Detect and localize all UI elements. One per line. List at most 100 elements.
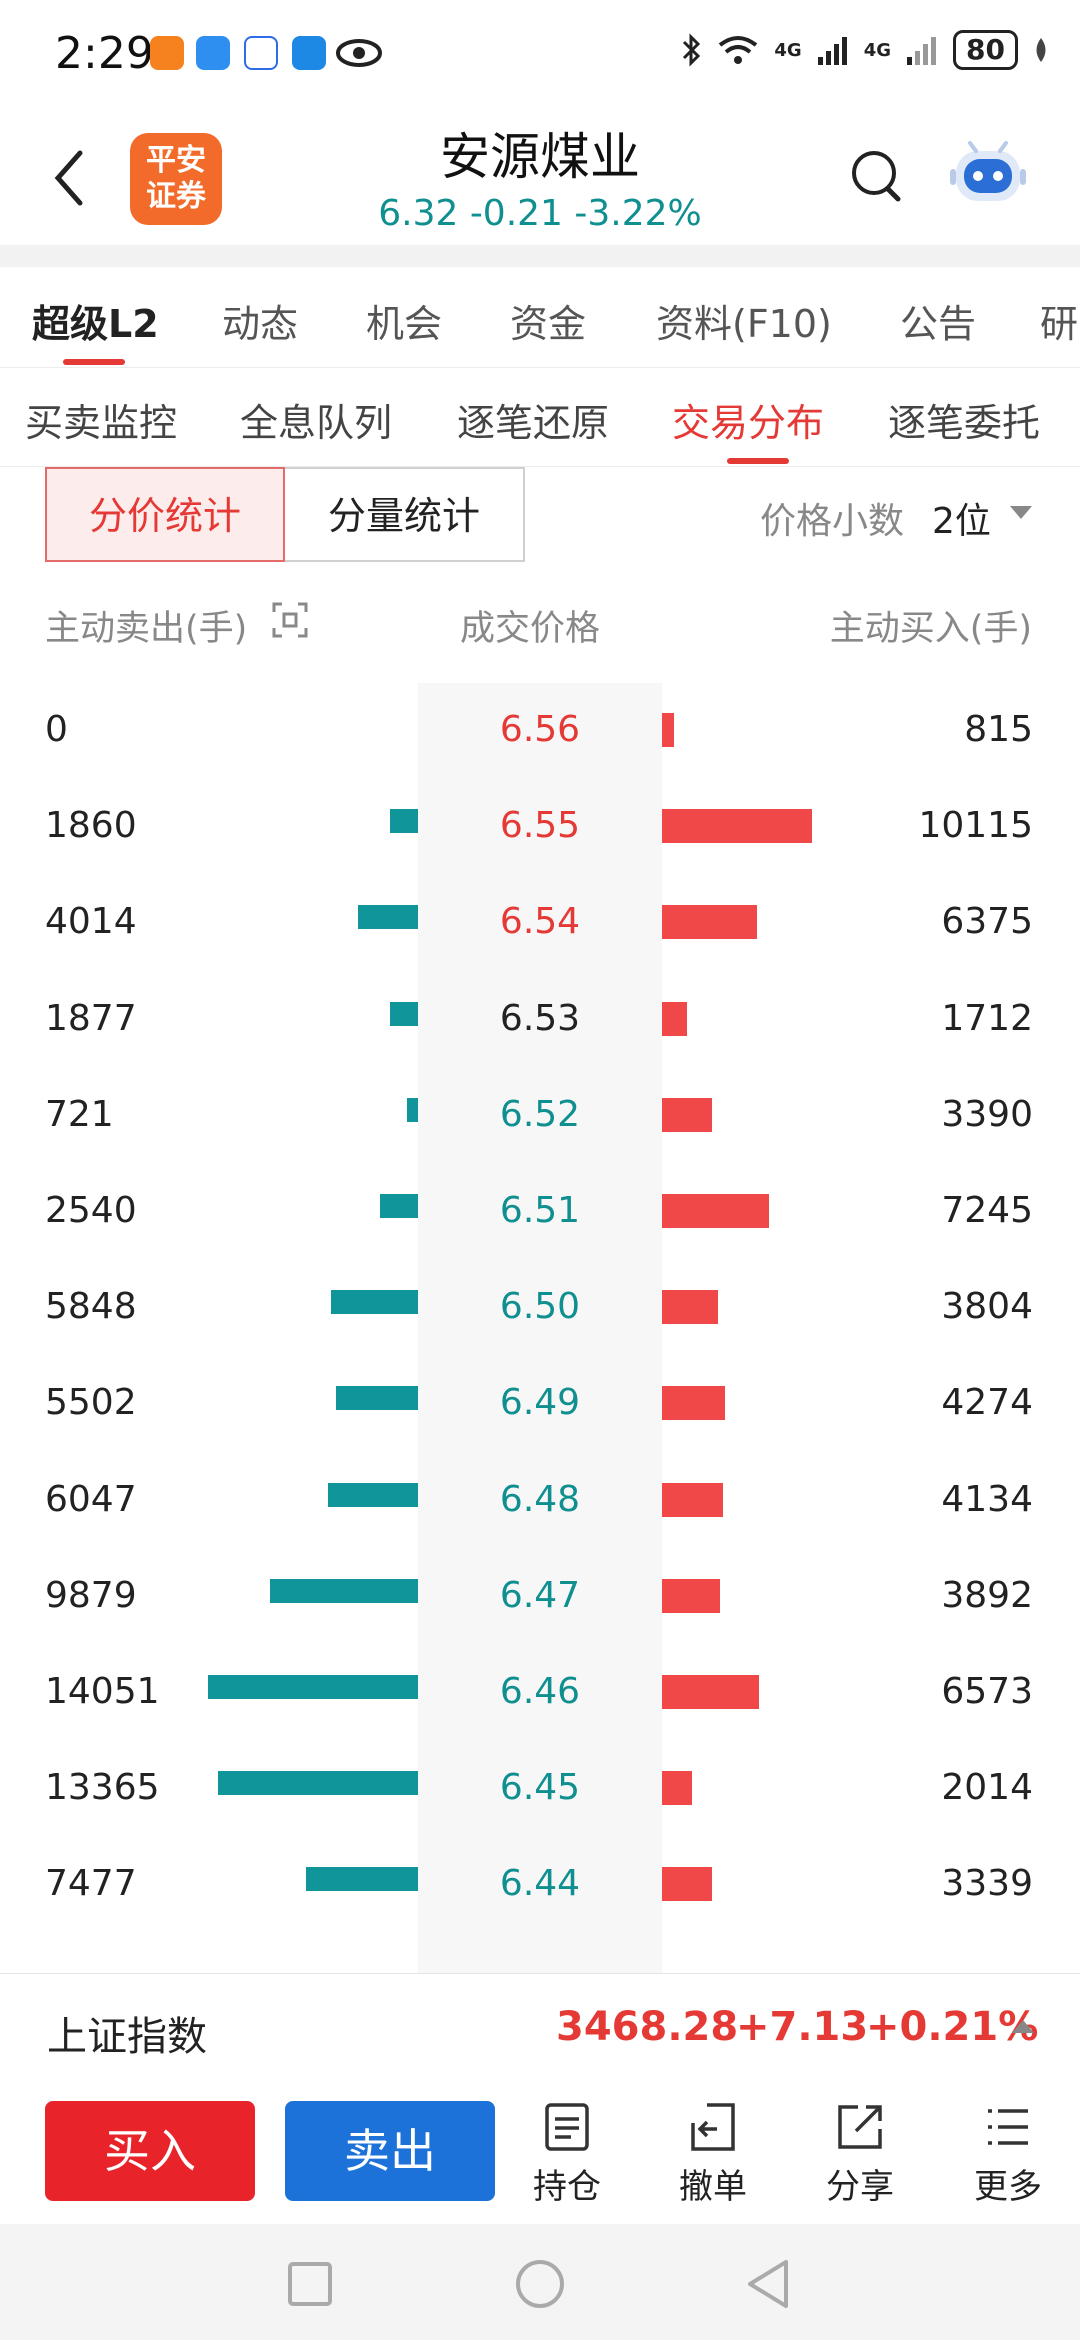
tab-opportunity[interactable]: 机会 [366,302,443,346]
sell-volume: 6047 [45,1478,137,1520]
more-menu-icon [988,2109,1028,2145]
tab-trade-distribution[interactable]: 交易分布 [672,401,825,445]
system-nav-bar [0,2224,1080,2340]
distribution-row: 6047 6.48 4134 [0,1453,1080,1549]
decimal-select[interactable]: 2位 [932,501,991,542]
sell-volume-bar [390,1001,418,1026]
distribution-row: 13365 6.45 2014 [0,1741,1080,1837]
buy-volume-bar [662,1386,725,1421]
sell-volume-bar [380,1194,418,1218]
chevron-down-icon[interactable] [1010,506,1032,519]
distribution-row: 14051 6.46 6573 [0,1645,1080,1741]
buy-volume-bar [662,905,757,940]
index-change: +7.13 [736,2004,869,2050]
battery-indicator: 80 [953,30,1018,70]
more-label: 更多 [974,2167,1042,2207]
sell-volume: 4014 [45,901,137,943]
tab-trade-monitor[interactable]: 买卖监控 [25,401,178,445]
distribution-row: 5848 6.50 3804 [0,1260,1080,1356]
buy-volume-bar [662,809,812,844]
sell-volume: 721 [45,1093,114,1135]
tab-tick-orders[interactable]: 逐笔委托 [888,401,1041,445]
share-label: 分享 [826,2167,894,2207]
buy-volume-bar [662,1771,692,1806]
buy-volume: 3804 [941,1286,1033,1328]
trade-price: 6.52 [499,1093,581,1135]
trade-price: 6.44 [499,1863,581,1905]
buy-volume: 3390 [941,1093,1033,1135]
buy-volume: 6573 [941,1671,1033,1712]
trade-price: 6.55 [499,805,581,847]
cancel-order-label: 撤单 [679,2167,747,2207]
header-divider [0,245,1080,267]
decimal-label: 价格小数 [760,501,905,542]
buy-volume-bar [662,1097,712,1132]
buy-volume: 10115 [918,805,1033,847]
distribution-row: 1860 6.55 10115 [0,779,1080,875]
cancel-order-button[interactable]: 撤单 [653,2101,773,2211]
back-nav-icon[interactable] [740,2256,796,2312]
chevron-up-icon[interactable] [1012,2020,1034,2033]
tab-dynamics[interactable]: 动态 [222,302,299,346]
stock-name[interactable]: 安源煤业 [440,128,640,186]
main-tab-indicator [63,359,125,365]
status-bar: 2:29 4G 4G 80 [0,0,1080,105]
sell-volume: 5848 [45,1286,137,1328]
trade-price: 6.49 [499,1382,581,1424]
trade-price: 6.46 [499,1671,581,1712]
share-button[interactable]: 分享 [800,2101,920,2211]
sell-volume-bar [336,1386,418,1411]
column-header-price: 成交价格 [460,609,601,649]
trade-distribution-list[interactable]: 0 6.56 815 1860 6.55 10115 4014 6.54 6375 1877 6.5… [0,683,1080,1973]
sell-volume-bar [218,1771,418,1796]
recent-apps-icon[interactable] [282,2256,338,2312]
sell-volume-bar [331,1290,418,1315]
sell-volume: 1877 [45,997,137,1039]
trade-price: 6.53 [499,997,581,1039]
tab-full-queue[interactable]: 全息队列 [240,401,393,445]
distribution-row: 7477 6.44 3339 [0,1837,1080,1933]
expand-icon[interactable] [270,600,310,640]
buy-volume: 2014 [941,1767,1033,1809]
more-button[interactable]: 更多 [948,2101,1068,2211]
tab-announcements[interactable]: 公告 [900,302,977,346]
tab-super-l2[interactable]: 超级L2 [32,302,159,346]
distribution-row: 1877 6.53 1712 [0,972,1080,1068]
buy-volume-bar [662,1482,723,1517]
holdings-button[interactable]: 持仓 [507,2101,627,2211]
holdings-label: 持仓 [533,2167,601,2207]
buy-button[interactable]: 买入 [45,2101,255,2201]
tab-research[interactable]: 研 [1040,302,1079,346]
trade-price: 6.56 [499,709,581,750]
cancel-order-icon [691,2103,735,2151]
sell-volume: 2540 [45,1190,137,1231]
sub-tabs: 买卖监控 全息队列 逐笔还原 交易分布 逐笔委托 [0,368,1080,467]
baidu-icon [244,36,278,70]
buy-volume: 1712 [941,997,1033,1039]
share-icon [838,2105,882,2149]
trade-price: 6.51 [499,1190,581,1231]
ai-assistant-icon[interactable] [948,135,1028,215]
broker-logo: 平安 证券 [130,133,222,225]
bluetooth-icon [683,33,701,67]
tab-profile-f10[interactable]: 资料(F10) [656,302,832,346]
sell-button[interactable]: 卖出 [285,2101,495,2201]
trade-price: 6.50 [499,1286,581,1328]
holdings-icon [545,2103,589,2151]
trade-price: 6.48 [499,1478,581,1520]
tab-funds[interactable]: 资金 [510,302,587,346]
sell-volume: 14051 [45,1671,160,1712]
distribution-row: 9879 6.47 3892 [0,1549,1080,1645]
search-icon[interactable] [848,147,904,207]
home-icon[interactable] [512,2256,568,2312]
sub-tab-indicator [727,458,789,464]
index-ticker[interactable]: 上证指数 3468.28 +7.13 +0.21% [0,1973,1080,2080]
leaf-icon [1036,38,1046,62]
volume-stats-toggle[interactable]: 分量统计 [285,467,525,562]
wifi-icon [719,36,758,64]
sell-volume-bar [208,1675,418,1699]
back-icon[interactable] [40,143,100,213]
tab-tick-restore[interactable]: 逐笔还原 [457,401,610,445]
buy-volume-bar [662,1001,687,1036]
price-stats-toggle[interactable]: 分价统计 [45,467,285,562]
